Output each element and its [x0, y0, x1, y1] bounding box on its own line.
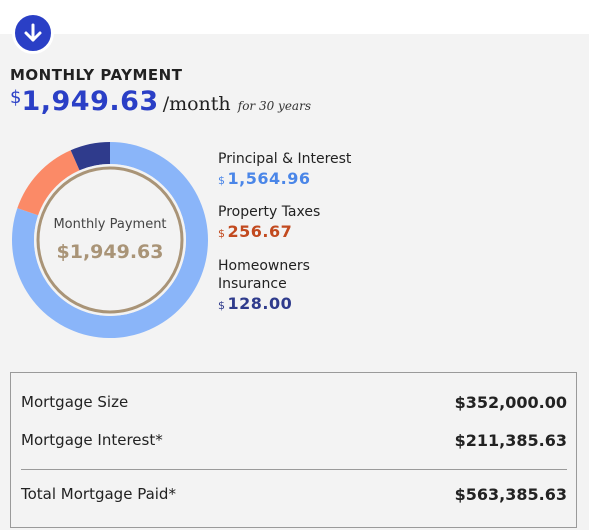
payment-donut-chart — [12, 142, 208, 338]
currency-symbol: $ — [10, 87, 22, 108]
scroll-down-button[interactable] — [12, 12, 54, 54]
legend-value: $1,564.96 — [218, 169, 311, 188]
legend-label: Homeowners Insurance — [218, 258, 310, 292]
legend-value: $256.67 — [218, 222, 293, 241]
row-value: $352,000.00 — [454, 393, 567, 412]
legend-homeowners-insurance: Homeowners Insurance $128.00 — [218, 257, 310, 317]
loan-term: for 30 years — [237, 99, 311, 113]
row-label: Mortgage Interest* — [21, 431, 163, 449]
mortgage-summary: Mortgage Size $352,000.00 Mortgage Inter… — [10, 372, 577, 528]
legend-value: $128.00 — [218, 294, 293, 313]
legend-label: Principal & Interest — [218, 151, 352, 167]
donut-hole — [34, 164, 186, 316]
donut-slice — [17, 150, 80, 216]
row-value: $211,385.63 — [454, 431, 567, 450]
per-month-label: /month — [162, 93, 231, 115]
row-label: Total Mortgage Paid* — [21, 485, 176, 503]
row-value: $563,385.63 — [454, 485, 567, 504]
monthly-payment-amount: $1,949.63/month for 30 years — [10, 86, 311, 117]
legend-principal-interest: Principal & Interest $1,564.96 — [218, 150, 351, 192]
arrow-down-icon — [24, 23, 42, 42]
monthly-payment-title: MONTHLY PAYMENT — [10, 66, 183, 84]
donut-center-ring — [36, 166, 184, 314]
row-label: Mortgage Size — [21, 393, 129, 411]
legend-property-taxes: Property Taxes $256.67 — [218, 203, 320, 245]
donut-slice — [70, 142, 110, 171]
summary-divider — [21, 469, 567, 470]
donut-center-label: Monthly Payment — [53, 217, 167, 232]
legend-label: Property Taxes — [218, 204, 321, 220]
donut-center-value: $1,949.63 — [56, 241, 164, 263]
payment-value: 1,949.63 — [21, 86, 159, 117]
